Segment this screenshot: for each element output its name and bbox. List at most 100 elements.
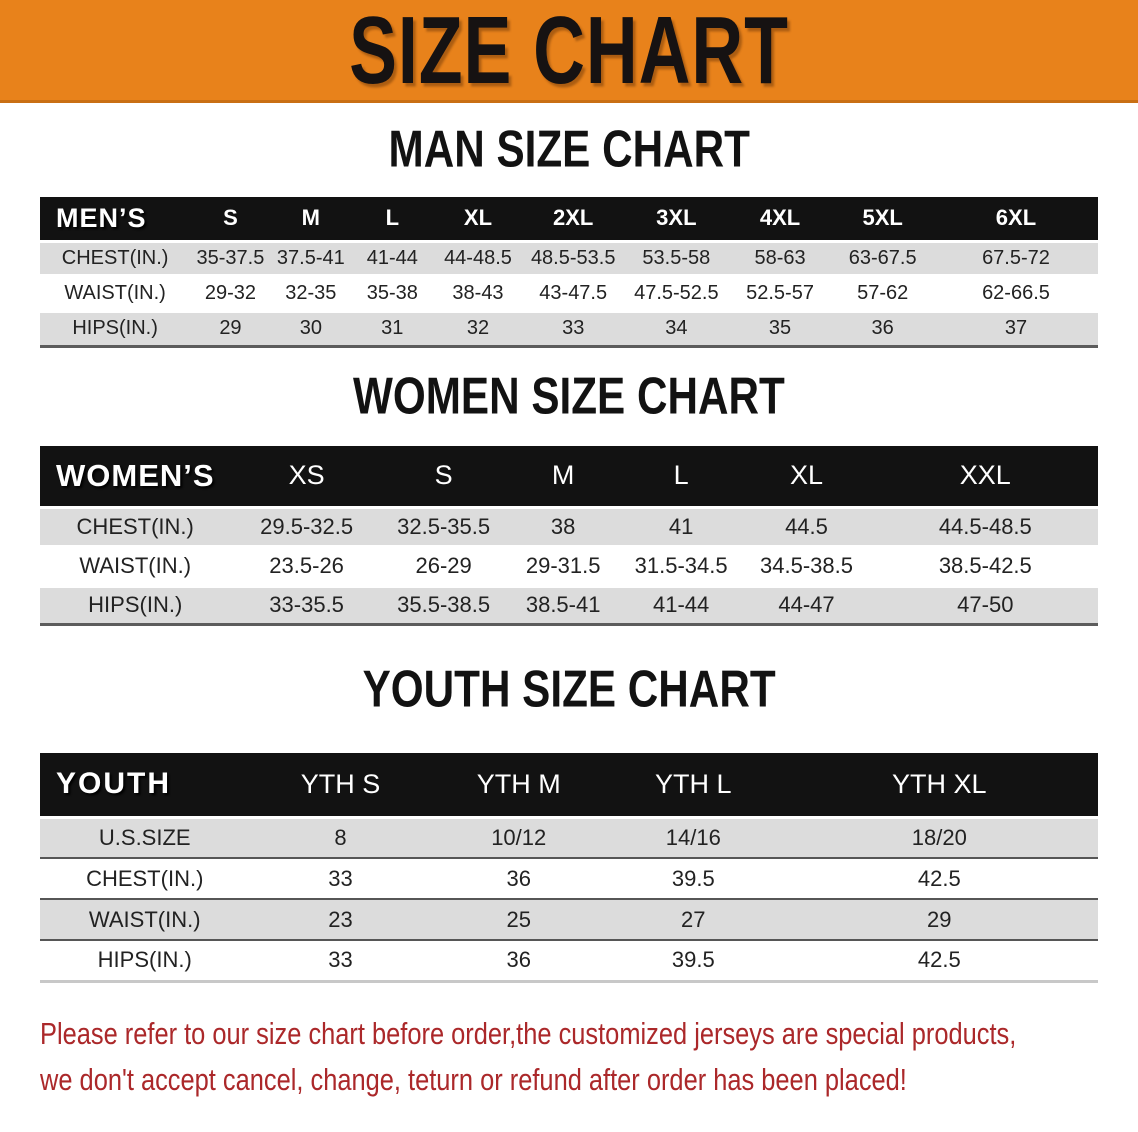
size-cell: 18/20 <box>911 824 967 850</box>
size-cell: 26-29 <box>382 546 505 588</box>
table-row: HIPS(IN.) 29 30 31 32 33 34 35 36 37 <box>40 311 1098 346</box>
table-row: WAIST(IN.) 23.5-26 26-29 29-31.5 31.5-34.5 34… <box>40 546 1098 588</box>
banner-title: SIZE CHART <box>349 0 789 104</box>
size-cell: 29 <box>780 898 1098 940</box>
size-cell: 38.5-41 <box>525 592 601 618</box>
table-corner-label: YOUTH <box>40 753 250 819</box>
size-cell: 44-48.5 <box>433 241 523 278</box>
size-cell: 62-66.5 <box>933 276 1098 313</box>
size-column-header: YTH M <box>431 753 606 819</box>
size-cell: 31.5-34.5 <box>621 546 741 588</box>
women-section-heading: WOMEN SIZE CHART <box>353 367 785 425</box>
size-cell: 47.5-52.5 <box>623 276 729 313</box>
size-cell: 43-47.5 <box>522 276 624 313</box>
size-column-header: XL <box>740 445 873 509</box>
banner: SIZE CHART <box>0 0 1138 103</box>
size-column-header: M <box>504 445 622 509</box>
man-section-heading: MAN SIZE CHART <box>388 120 750 179</box>
size-cell: 23 <box>249 898 432 940</box>
size-cell: 44.5 <box>740 507 873 549</box>
size-column-header: 3XL <box>623 197 729 243</box>
size-column-header: 5XL <box>831 197 934 243</box>
table-row: WAIST(IN.) 23 25 27 29 <box>40 898 1098 940</box>
size-cell: 32 <box>466 317 490 340</box>
size-cell: 35-37.5 <box>190 241 271 278</box>
size-column-header: YTH L <box>606 753 781 819</box>
row-label: CHEST(IN.) <box>40 507 231 549</box>
size-cell: 57-62 <box>831 276 934 313</box>
size-cell: 37 <box>1004 317 1028 340</box>
size-cell: 25 <box>431 898 606 940</box>
size-cell: 30 <box>299 317 322 340</box>
size-cell: 31 <box>381 317 404 340</box>
size-column-header: L <box>621 445 741 509</box>
size-cell: 27 <box>606 898 781 940</box>
size-cell: 38 <box>504 507 622 549</box>
size-column-header: YTH S <box>249 753 432 819</box>
size-table-header-row: MEN’S S M L XL 2XL 3XL 4XL 5XL 6XL <box>40 197 1098 243</box>
size-cell: 33 <box>249 939 432 981</box>
table-row: HIPS(IN.) 33 36 39.5 42.5 <box>40 939 1098 981</box>
size-column-header: 2XL <box>522 197 624 243</box>
size-cell: 63-67.5 <box>831 241 934 278</box>
size-cell: 33 <box>562 317 585 340</box>
size-chart-page: SIZE CHART MAN SIZE CHART MEN’S S M L XL 2XL 3… <box>0 0 1138 1103</box>
row-label: HIPS(IN.) <box>72 317 158 340</box>
size-cell: 33 <box>249 857 432 899</box>
size-cell: 14/16 <box>665 824 721 850</box>
size-cell: 38-43 <box>433 276 523 313</box>
man-section-heading-wrap: MAN SIZE CHART <box>0 103 1138 197</box>
size-cell: 32.5-35.5 <box>382 507 505 549</box>
size-cell: 41-44 <box>351 241 434 278</box>
size-cell: 29-32 <box>190 276 271 313</box>
size-column-header: XL <box>433 197 523 243</box>
size-cell: 36 <box>431 939 606 981</box>
disclaimer: Please refer to our size chart before or… <box>40 1011 1138 1103</box>
size-column-header: XS <box>230 445 383 509</box>
size-cell: 33-35.5 <box>269 592 344 618</box>
size-cell: 38.5-42.5 <box>872 546 1098 588</box>
disclaimer-line-2: we don't accept cancel, change, teturn o… <box>40 1061 907 1097</box>
women-size-table-zone: WOMEN’S XS S M L XL XXL CHEST(IN.) 29.5-32.5 32.5… <box>0 445 1138 626</box>
size-cell: 36 <box>871 317 894 340</box>
youth-size-table: YOUTH YTH S YTH M YTH L YTH XL U.S.SIZE 8 10/12… <box>40 753 1098 983</box>
man-size-table-zone: MEN’S S M L XL 2XL 3XL 4XL 5XL 6XL CHEST(IN.) 35-37… <box>0 197 1138 348</box>
size-cell: 8 <box>334 824 347 850</box>
size-column-header: S <box>382 445 505 509</box>
size-cell: 29-31.5 <box>504 546 622 588</box>
row-label: U.S.SIZE <box>98 824 191 850</box>
size-cell: 53.5-58 <box>623 241 729 278</box>
size-cell: 42.5 <box>780 939 1098 981</box>
size-cell: 48.5-53.5 <box>522 241 624 278</box>
size-cell: 58-63 <box>728 241 832 278</box>
size-cell: 47-50 <box>957 592 1014 618</box>
size-column-header: L <box>351 197 434 243</box>
size-cell: 34 <box>665 317 688 340</box>
man-size-table: MEN’S S M L XL 2XL 3XL 4XL 5XL 6XL CHEST(IN.) 35-37… <box>40 197 1098 348</box>
size-column-header: 4XL <box>728 197 832 243</box>
size-cell: 32-35 <box>270 276 352 313</box>
row-label: WAIST(IN.) <box>40 546 231 588</box>
size-cell: 35 <box>768 317 792 340</box>
size-cell: 44-47 <box>778 592 835 618</box>
size-cell: 67.5-72 <box>933 241 1098 278</box>
size-table-header-row: WOMEN’S XS S M L XL XXL <box>40 445 1098 509</box>
youth-size-table-zone: YOUTH YTH S YTH M YTH L YTH XL U.S.SIZE 8 10/12… <box>0 753 1138 983</box>
row-label: HIPS(IN.) <box>88 592 183 618</box>
size-cell: 41 <box>621 507 741 549</box>
size-cell: 35.5-38.5 <box>397 592 491 618</box>
row-label: HIPS(IN.) <box>40 939 250 981</box>
size-cell: 29 <box>219 317 242 340</box>
size-cell: 23.5-26 <box>230 546 383 588</box>
table-row: U.S.SIZE 8 10/12 14/16 18/20 <box>40 817 1098 858</box>
row-label: WAIST(IN.) <box>40 276 191 313</box>
size-cell: 39.5 <box>606 939 781 981</box>
size-column-header: 6XL <box>933 197 1098 243</box>
row-label: CHEST(IN.) <box>40 241 191 278</box>
youth-section-heading-wrap: YOUTH SIZE CHART <box>0 626 1138 753</box>
women-size-table: WOMEN’S XS S M L XL XXL CHEST(IN.) 29.5-32.5 32.5… <box>40 445 1098 626</box>
women-section-heading-wrap: WOMEN SIZE CHART <box>0 348 1138 446</box>
size-cell: 36 <box>431 857 606 899</box>
size-cell: 37.5-41 <box>270 241 352 278</box>
table-row: CHEST(IN.) 35-37.5 37.5-41 41-44 44-48.5 48.5… <box>40 241 1098 278</box>
